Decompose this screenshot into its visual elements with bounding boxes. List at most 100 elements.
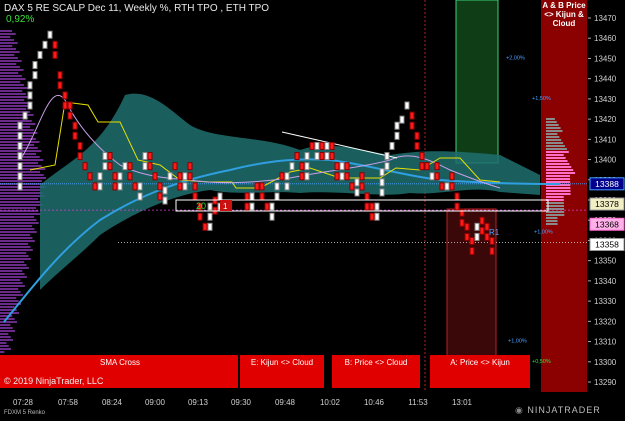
profile-bar bbox=[0, 33, 16, 35]
profile-bar bbox=[546, 151, 569, 153]
bear-brick bbox=[52, 50, 58, 59]
profile-bar bbox=[0, 42, 18, 44]
brand-text: NINJATRADER bbox=[527, 405, 601, 415]
profile-bar bbox=[0, 60, 22, 62]
profile-bar bbox=[0, 339, 14, 341]
x-tick-label: 09:00 bbox=[145, 398, 166, 407]
bear-brick bbox=[319, 141, 325, 150]
bear-brick bbox=[424, 162, 430, 171]
a-signal-label: A: Price <> Kijun bbox=[450, 358, 510, 367]
bear-brick bbox=[344, 162, 350, 171]
profile-bar bbox=[0, 207, 37, 209]
bull-brick bbox=[42, 40, 48, 49]
profile-bar bbox=[546, 139, 562, 141]
bull-brick bbox=[314, 152, 320, 161]
bull-brick bbox=[274, 192, 280, 201]
change-percent: 0,92% bbox=[6, 14, 35, 25]
bear-brick bbox=[127, 162, 133, 171]
profile-bar bbox=[0, 192, 43, 194]
count-box bbox=[175, 199, 549, 212]
profile-bar bbox=[0, 117, 29, 119]
bear-brick bbox=[177, 172, 183, 181]
y-tick-label: 13290 bbox=[594, 378, 617, 387]
profile-bar bbox=[546, 121, 557, 123]
bear-brick bbox=[419, 152, 425, 161]
bull-brick bbox=[32, 61, 38, 70]
price-tag bbox=[589, 177, 625, 191]
profile-bar bbox=[0, 105, 32, 107]
bear-brick bbox=[319, 152, 325, 161]
profile-bar bbox=[546, 220, 558, 222]
bear-brick bbox=[479, 226, 485, 235]
profile-bar bbox=[0, 258, 31, 260]
count-box-marker bbox=[220, 200, 232, 211]
bull-brick bbox=[339, 172, 345, 181]
signal-bar-sma bbox=[0, 355, 238, 388]
price-tag-label: 13388 bbox=[595, 179, 619, 189]
green-zone bbox=[455, 0, 499, 164]
bull-brick bbox=[97, 182, 103, 191]
profile-bar bbox=[0, 219, 37, 221]
bull-brick bbox=[314, 141, 320, 150]
bear-brick bbox=[62, 101, 68, 110]
bull-brick bbox=[32, 71, 38, 80]
profile-bar bbox=[0, 228, 35, 230]
y-tick-label: 13460 bbox=[594, 34, 617, 43]
bull-brick bbox=[117, 182, 123, 191]
chart-title: DAX 5 RE SCALP Dec 11, Weekly %, RTH TPO… bbox=[4, 3, 270, 14]
profile-bar bbox=[0, 201, 41, 203]
profile-bar bbox=[0, 231, 37, 233]
bull-brick bbox=[27, 91, 33, 100]
bear-brick bbox=[187, 172, 193, 181]
bear-brick bbox=[177, 182, 183, 191]
bull-brick bbox=[102, 162, 108, 171]
bear-brick bbox=[192, 192, 198, 201]
signal-bar-e bbox=[240, 355, 324, 388]
bull-brick bbox=[97, 172, 103, 181]
profile-bar bbox=[546, 199, 564, 201]
bull-brick bbox=[399, 115, 405, 124]
profile-bar bbox=[546, 163, 570, 165]
y-tick-label: 13320 bbox=[594, 317, 617, 326]
bear-brick bbox=[264, 202, 270, 211]
y-tick-label: 13440 bbox=[594, 75, 617, 84]
bear-brick bbox=[294, 152, 300, 161]
profile-bar bbox=[546, 184, 571, 186]
bear-brick bbox=[334, 172, 340, 181]
profile-bar bbox=[0, 297, 17, 299]
bear-brick bbox=[244, 202, 250, 211]
x-tick-label: 08:24 bbox=[102, 398, 123, 407]
bear-brick bbox=[489, 236, 495, 245]
profile-bar bbox=[0, 120, 32, 122]
bear-brick bbox=[72, 121, 78, 130]
y-tick-label: 13450 bbox=[594, 54, 617, 63]
bear-brick bbox=[414, 131, 420, 140]
bull-brick bbox=[304, 162, 310, 171]
x-tick-label: 11:53 bbox=[408, 398, 428, 407]
bull-brick bbox=[379, 178, 385, 187]
bear-brick bbox=[414, 141, 420, 150]
profile-bar bbox=[0, 114, 34, 116]
bull-brick bbox=[17, 121, 23, 130]
bear-brick bbox=[489, 247, 495, 256]
profile-bar bbox=[546, 130, 563, 132]
profile-bar bbox=[0, 144, 35, 146]
bear-brick bbox=[469, 236, 475, 245]
bear-brick bbox=[244, 192, 250, 201]
profile-bar bbox=[546, 160, 568, 162]
profile-bar bbox=[0, 252, 27, 254]
profile-bar bbox=[0, 261, 25, 263]
pct-level-label: +2,00% bbox=[506, 55, 525, 61]
profile-bar bbox=[546, 211, 565, 213]
time-axis[interactable]: 07:28 07:58 08:24 09:00 09:13 09:30 09:48 10:02… bbox=[13, 398, 473, 407]
profile-bar bbox=[0, 270, 23, 272]
profile-bar bbox=[546, 214, 565, 216]
bear-brick bbox=[334, 162, 340, 171]
renko-bricks bbox=[17, 30, 495, 256]
bear-brick bbox=[329, 152, 335, 161]
profile-bar bbox=[546, 154, 564, 156]
profile-bar bbox=[0, 309, 17, 311]
profile-bar bbox=[0, 108, 27, 110]
bear-brick bbox=[112, 172, 118, 181]
